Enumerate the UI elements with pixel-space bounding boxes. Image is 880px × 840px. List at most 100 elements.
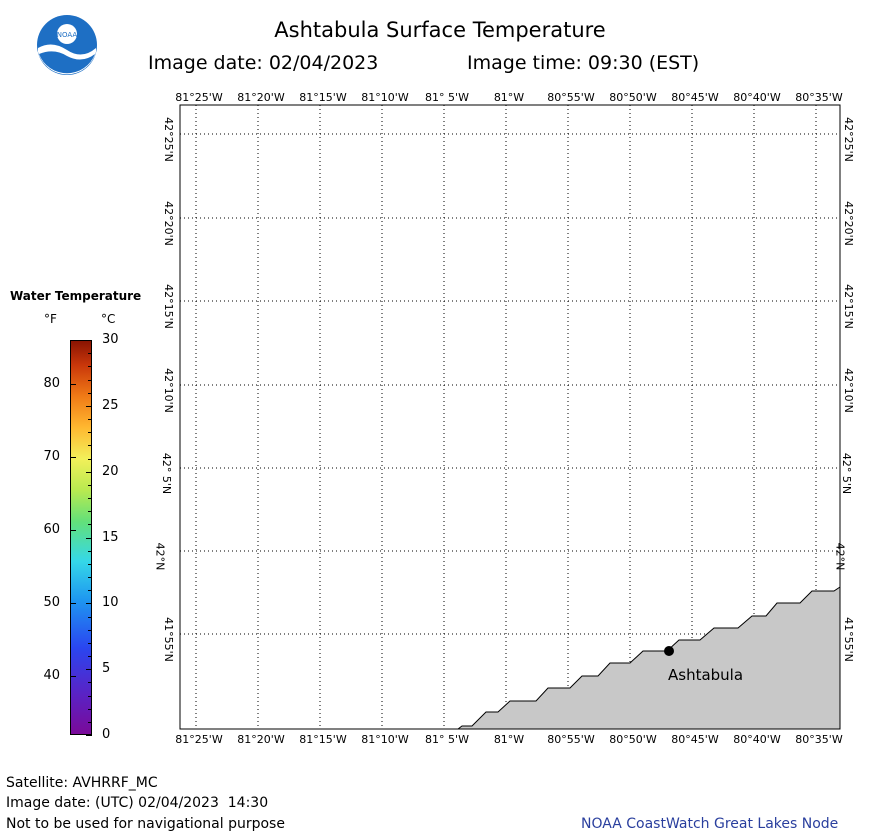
city-marker xyxy=(664,646,674,656)
lat-label: 42°10'N xyxy=(161,368,175,413)
land-area xyxy=(456,586,841,730)
lat-label: 42°25'N xyxy=(161,117,175,162)
fahrenheit-tick-label: 70 xyxy=(43,449,60,465)
fahrenheit-tick-label: 60 xyxy=(43,522,60,538)
lon-label: 80°45'W xyxy=(671,733,719,746)
lon-label: 81°15'W xyxy=(299,91,347,104)
lat-label: 41°55'N xyxy=(161,617,175,662)
minor-tick xyxy=(88,392,91,394)
lat-label: 42° 5'N xyxy=(160,452,174,495)
lon-label: 81°W xyxy=(493,733,525,746)
minor-tick xyxy=(88,721,91,723)
minor-tick xyxy=(88,656,91,657)
lat-label: 42°N xyxy=(833,542,847,571)
satellite-info: Satellite: AVHRRF_MC xyxy=(6,775,158,791)
lon-label: 80°50'W xyxy=(609,733,657,746)
disclaimer: Not to be used for navigational purpose xyxy=(6,816,285,832)
lon-label: 80°40'W xyxy=(733,733,781,746)
minor-tick xyxy=(88,695,91,697)
minor-tick xyxy=(88,445,91,447)
lon-label: 80°35'W xyxy=(795,91,843,104)
minor-tick xyxy=(88,498,91,499)
fahrenheit-tick xyxy=(70,457,76,459)
image-time: Image time: 09:30 (EST) xyxy=(467,52,700,74)
lon-label: 80°55'W xyxy=(547,91,595,104)
lat-label: 42°15'N xyxy=(841,284,855,329)
minor-tick xyxy=(88,708,91,710)
minor-tick xyxy=(88,340,91,341)
lon-label: 81°25'W xyxy=(175,733,223,746)
fahrenheit-tick xyxy=(70,383,76,385)
lat-label: 41°55'N xyxy=(841,617,855,662)
lon-label: 81°20'W xyxy=(237,733,285,746)
minor-tick xyxy=(88,577,91,578)
fahrenheit-tick xyxy=(70,676,76,678)
celsius-tick-label: 30 xyxy=(102,332,119,347)
minor-tick xyxy=(88,590,91,592)
celsius-tick-label: 15 xyxy=(102,529,119,545)
city-label: Ashtabula xyxy=(668,666,744,684)
minor-tick xyxy=(88,669,91,671)
lat-label: 42°15'N xyxy=(161,284,175,329)
lon-label: 80°50'W xyxy=(609,91,657,104)
lat-label: 42°10'N xyxy=(841,368,855,413)
lon-label: 80°40'W xyxy=(733,91,781,104)
minor-tick xyxy=(88,458,91,460)
minor-tick xyxy=(88,682,91,684)
legend-title: Water Temperature xyxy=(10,289,142,303)
lon-label: 80°55'W xyxy=(547,733,595,746)
minor-tick xyxy=(88,642,91,644)
lon-label: 81° 5'W xyxy=(425,733,469,746)
lon-label: 81°10'W xyxy=(361,91,409,104)
minor-tick xyxy=(88,432,91,434)
minor-tick xyxy=(88,366,91,368)
lon-label: 81°15'W xyxy=(299,733,347,746)
noaa-logo-icon: NOAA xyxy=(37,15,97,75)
lon-label: 81°10'W xyxy=(361,733,409,746)
celsius-tick-label: 5 xyxy=(102,661,111,677)
minor-tick xyxy=(88,603,91,605)
minor-tick xyxy=(88,629,91,631)
page-title: Ashtabula Surface Temperature xyxy=(274,18,606,42)
lat-label: 42°20'N xyxy=(841,201,855,246)
minor-tick xyxy=(88,379,91,381)
lat-label: 42° 5'N xyxy=(840,452,854,495)
logo-text: NOAA xyxy=(57,31,78,39)
minor-tick xyxy=(88,537,91,539)
minor-tick xyxy=(88,419,91,420)
image-date: Image date: 02/04/2023 xyxy=(148,52,379,74)
lon-label: 81° 5'W xyxy=(425,91,469,104)
minor-tick xyxy=(88,735,91,736)
minor-tick xyxy=(88,405,91,407)
lon-label: 80°45'W xyxy=(671,91,719,104)
minor-tick xyxy=(88,524,91,526)
graticule xyxy=(180,105,840,729)
minor-tick xyxy=(88,511,91,513)
minor-tick xyxy=(88,484,91,486)
celsius-tick-label: 20 xyxy=(102,463,119,479)
minor-tick xyxy=(88,471,91,473)
lon-label: 80°35'W xyxy=(795,733,843,746)
fahrenheit-tick-label: 40 xyxy=(43,668,60,684)
map-frame xyxy=(179,104,841,730)
fahrenheit-tick xyxy=(70,603,76,605)
minor-tick xyxy=(88,353,91,355)
lat-label: 42°20'N xyxy=(161,201,175,246)
celsius-tick-label: 25 xyxy=(102,397,119,413)
credit-link[interactable]: NOAA CoastWatch Great Lakes Node xyxy=(581,816,839,832)
lon-label: 81°20'W xyxy=(237,91,285,104)
fahrenheit-tick-label: 50 xyxy=(43,595,60,611)
minor-tick xyxy=(88,616,91,618)
minor-tick xyxy=(88,550,91,552)
utc-date: Image date: (UTC) 02/04/2023 14:30 xyxy=(6,795,269,811)
minor-tick xyxy=(88,563,91,565)
lat-label: 42°25'N xyxy=(841,117,855,162)
celsius-tick-label: 0 xyxy=(102,727,111,742)
celsius-tick-label: 10 xyxy=(102,595,119,611)
legend-unit-f: °F xyxy=(44,312,57,326)
lon-label: 81°W xyxy=(493,91,525,104)
fahrenheit-tick xyxy=(70,530,76,532)
fahrenheit-tick-label: 80 xyxy=(43,375,60,391)
lon-label: 81°25'W xyxy=(175,91,223,104)
